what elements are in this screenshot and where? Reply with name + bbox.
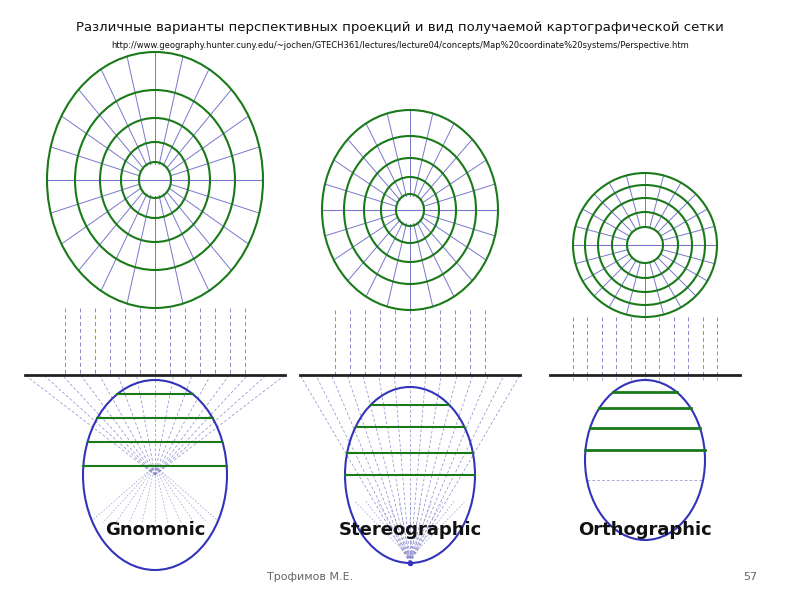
Text: http://www.geography.hunter.cuny.edu/~jochen/GTECH361/lectures/lecture04/concept: http://www.geography.hunter.cuny.edu/~jo… [111, 41, 689, 50]
Text: Orthographic: Orthographic [578, 521, 712, 539]
Text: Трофимов М.Е.: Трофимов М.Е. [267, 572, 353, 582]
Text: Gnomonic: Gnomonic [105, 521, 205, 539]
Text: 57: 57 [743, 572, 757, 582]
Text: Различные варианты перспективных проекций и вид получаемой картографической сетк: Различные варианты перспективных проекци… [76, 22, 724, 34]
Text: Stereographic: Stereographic [338, 521, 482, 539]
